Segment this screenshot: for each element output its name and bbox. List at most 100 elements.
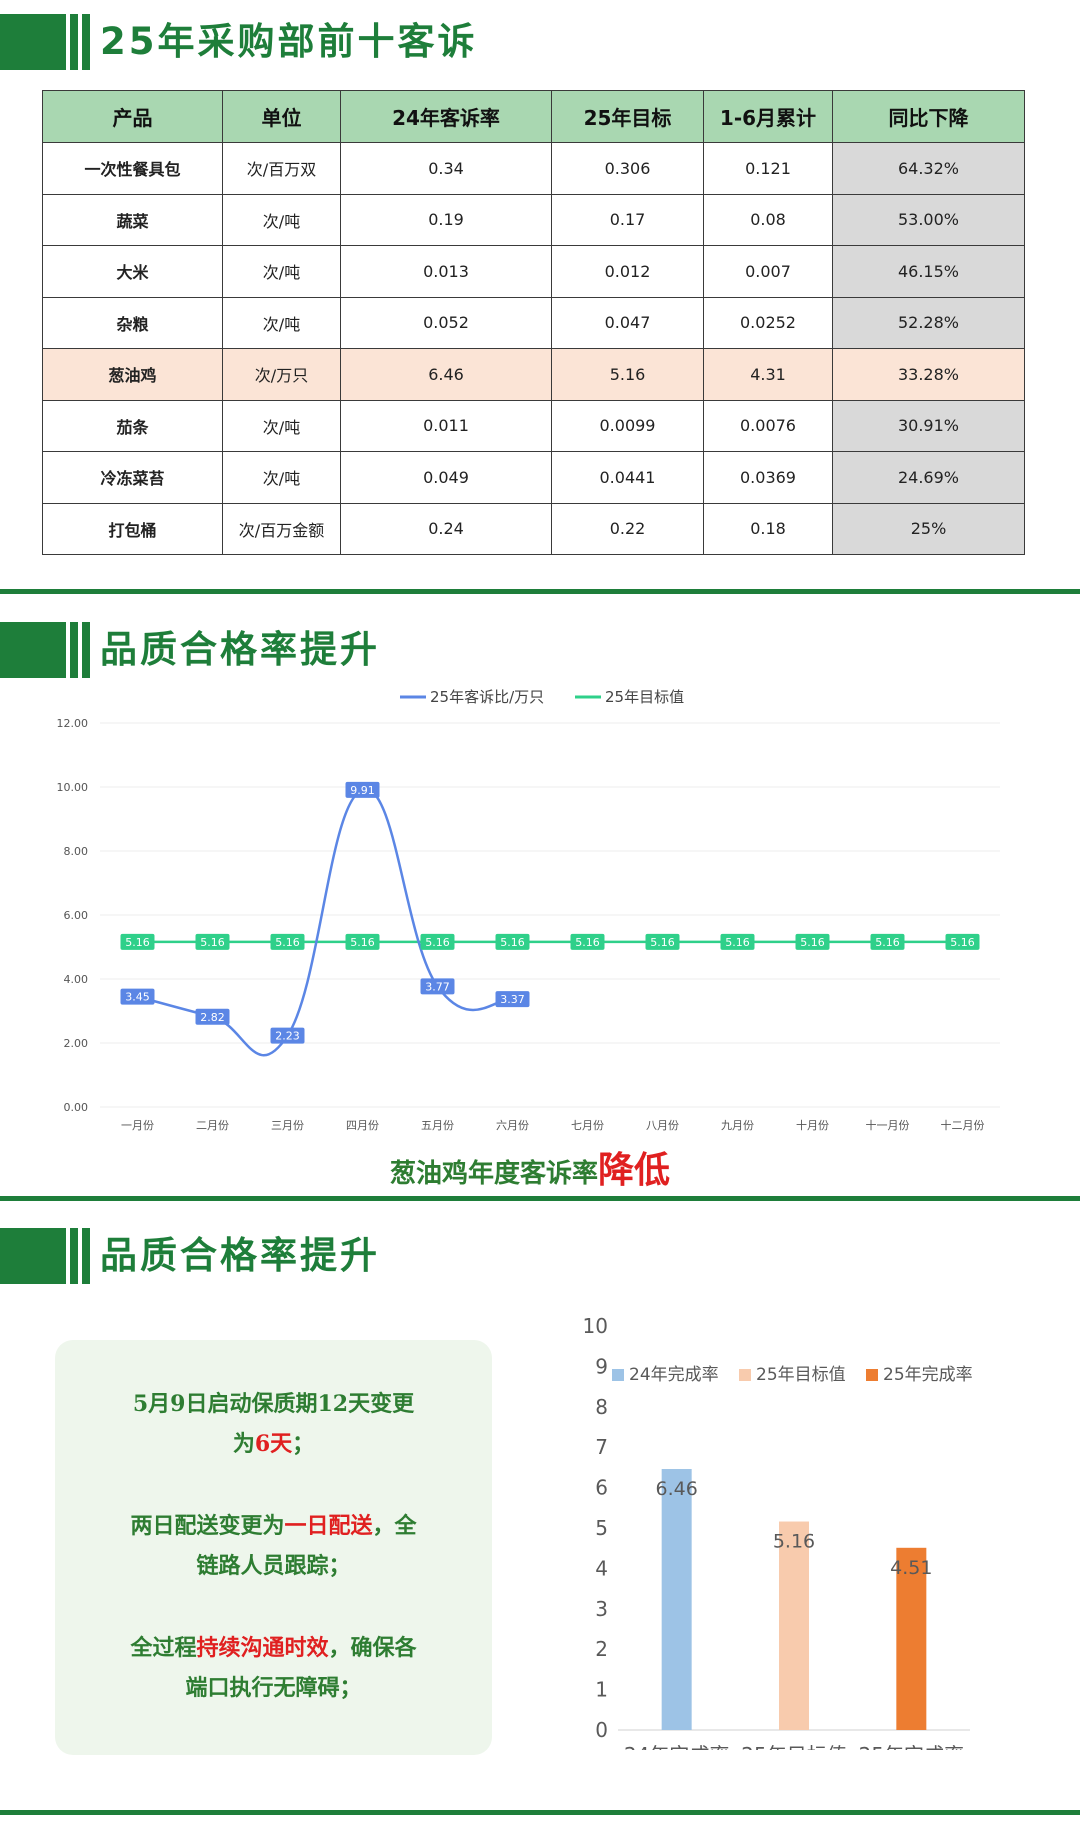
bar	[661, 1469, 692, 1730]
table-cell: 次/万只	[222, 348, 341, 401]
decline-cell: 53.00%	[832, 193, 1025, 246]
table-cell: 0.306	[551, 142, 704, 195]
legend-label: 25年目标值	[605, 688, 684, 706]
bar	[896, 1547, 927, 1730]
header-accent-bar	[0, 622, 66, 678]
table-cell: 0.0252	[703, 296, 833, 349]
section-title: 品质合格率提升	[100, 628, 380, 671]
data-label: 5.16	[950, 936, 975, 949]
data-label-box	[195, 933, 230, 950]
data-label: 5.16	[500, 936, 525, 949]
decline-cell: 24.69%	[832, 451, 1025, 504]
table-cell: 次/吨	[222, 193, 341, 246]
table-cell: 0.121	[703, 142, 833, 195]
note-text: 5月9日启动保质期12天变更	[132, 1391, 415, 1417]
x-tick-label: 十二月份	[941, 1118, 985, 1132]
y-tick-label: 6.00	[64, 909, 89, 922]
note-text: ；	[292, 1431, 315, 1457]
section-divider	[0, 1196, 1080, 1201]
bar-value-label: 6.46	[656, 1478, 698, 1500]
x-tick-label: 六月份	[496, 1119, 529, 1132]
bar-value-label: 5.16	[773, 1531, 815, 1553]
table-cell: 0.012	[551, 245, 704, 298]
data-label: 5.16	[725, 936, 750, 949]
x-tick-label: 24年完成率	[624, 1743, 729, 1750]
y-tick-label: 2	[595, 1637, 608, 1661]
data-label-box	[420, 933, 455, 950]
data-label: 9.91	[350, 784, 375, 797]
note-text: ，全	[372, 1513, 417, 1539]
legend-label: 25年目标值	[756, 1365, 846, 1385]
header-accent-stripe	[70, 622, 78, 678]
table-cell: 0.011	[340, 399, 552, 452]
legend-swatch	[739, 1369, 751, 1381]
product-cell: 茄条	[42, 399, 223, 452]
section-title: 25年采购部前十客诉	[100, 20, 478, 63]
table-cell: 0.049	[340, 451, 552, 504]
table-cell: 0.007	[703, 245, 833, 298]
data-label-box	[720, 933, 755, 950]
caption-emphasis: 降低	[598, 1149, 671, 1191]
data-label-box	[870, 933, 905, 950]
y-tick-label: 10.00	[57, 781, 89, 794]
column-header: 单位	[222, 90, 341, 143]
x-tick-label: 十月份	[796, 1118, 829, 1132]
header-accent-stripe	[70, 1228, 78, 1284]
table-row: 大米 次/吨 0.013 0.012 0.007 46.15%	[42, 245, 1025, 298]
table-cell: 次/吨	[222, 399, 341, 452]
legend-swatch	[612, 1369, 624, 1381]
data-label-box	[495, 933, 530, 950]
data-label: 3.45	[125, 991, 150, 1004]
table-cell: 0.19	[340, 193, 552, 246]
decline-cell: 52.28%	[832, 296, 1025, 349]
x-tick-label: 四月份	[346, 1119, 379, 1132]
y-tick-label: 3	[595, 1597, 608, 1621]
table-cell: 次/吨	[222, 451, 341, 504]
product-cell: 一次性餐具包	[42, 142, 223, 195]
data-label-box	[195, 1008, 230, 1025]
product-cell: 葱油鸡	[42, 348, 223, 401]
column-header: 产品	[42, 90, 223, 143]
y-tick-label: 6	[595, 1476, 608, 1500]
table-row: 打包桶 次/百万金额 0.24 0.22 0.18 25%	[42, 502, 1025, 555]
table-row: 蔬菜 次/吨 0.19 0.17 0.08 53.00%	[42, 193, 1025, 246]
bar-chart: 0 1 2 3 4 5 6 7 8 9 10 24年完成率 25年目标值 25年完成率 6.46 24年完成率…	[583, 1314, 973, 1750]
table-cell: 0.0076	[703, 399, 833, 452]
bar-value-label: 4.51	[890, 1557, 932, 1579]
section-header-quality: 品质合格率提升	[0, 622, 1080, 678]
column-header: 1-6月累计	[703, 90, 833, 143]
note-text: 两日配送变更为	[130, 1513, 285, 1539]
x-tick-label: 八月份	[646, 1119, 679, 1132]
y-tick-label: 1	[595, 1678, 608, 1702]
decline-cell: 33.28%	[832, 348, 1025, 401]
table-row: 一次性餐具包 次/百万双 0.34 0.306 0.121 64.32%	[42, 142, 1025, 195]
x-tick-label: 七月份	[571, 1119, 604, 1132]
improvement-notes-panel: 5月9日启动保质期12天变更 为6天； 两日配送变更为一日配送，全 链路人员跟踪…	[55, 1340, 492, 1755]
data-label-box	[495, 991, 530, 1008]
y-tick-label: 7	[595, 1435, 608, 1459]
x-tick-label: 25年完成率	[859, 1743, 964, 1750]
table-cell: 次/吨	[222, 245, 341, 298]
section-title: 品质合格率提升	[100, 1234, 380, 1277]
data-label: 3.37	[500, 993, 525, 1006]
table-cell: 0.18	[703, 502, 833, 555]
table-cell: 0.24	[340, 502, 552, 555]
note-item-shelf-life: 5月9日启动保质期12天变更 为6天；	[75, 1384, 472, 1464]
data-label: 5.16	[800, 936, 825, 949]
y-tick-label: 0.00	[64, 1101, 89, 1114]
note-text: 为	[232, 1431, 255, 1457]
table-cell: 0.0369	[703, 451, 833, 504]
section-header-quality-2: 品质合格率提升	[0, 1228, 1080, 1284]
y-tick-label: 12.00	[57, 717, 89, 730]
y-tick-label: 4	[595, 1556, 608, 1580]
decline-cell: 30.91%	[832, 399, 1025, 452]
product-cell: 打包桶	[42, 502, 223, 555]
y-tick-label: 10	[583, 1314, 608, 1338]
data-label: 5.16	[350, 936, 375, 949]
section-divider	[0, 589, 1080, 594]
data-label-box	[645, 933, 680, 950]
header-accent-stripe	[82, 1228, 90, 1284]
note-text: 全过程	[130, 1635, 197, 1661]
data-label: 5.16	[650, 936, 675, 949]
note-emphasis: 持续沟通时效	[196, 1635, 329, 1661]
